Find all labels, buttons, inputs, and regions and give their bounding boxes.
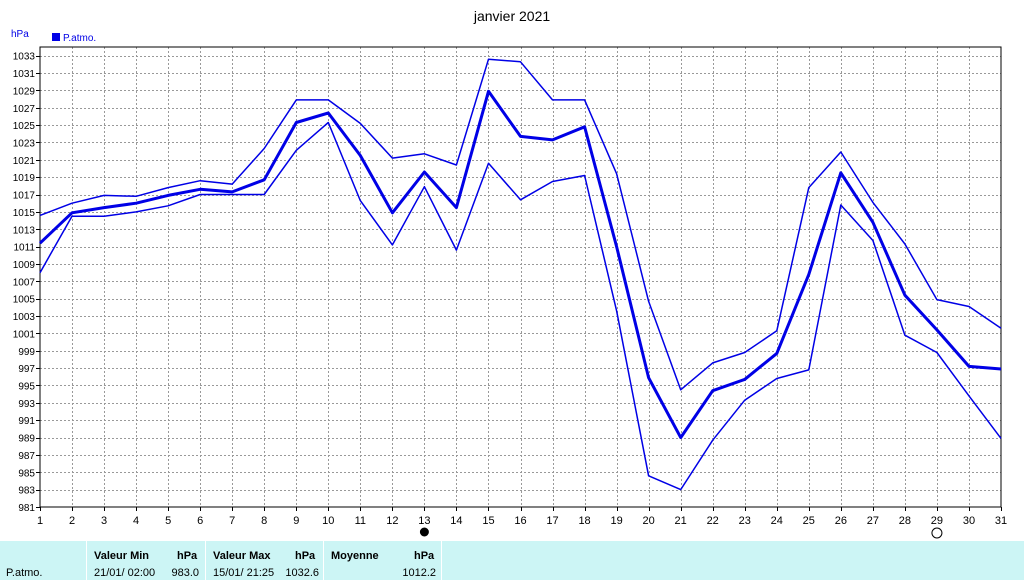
y-axis-ticks: 981 983 985 987 989 991 993 995 997 999 1001 1003 10… — [13, 52, 40, 514]
legend-swatch — [52, 33, 60, 41]
stats-bar: P.atmo. Valeur Min hPa 21/01/ 02:00 983.… — [0, 541, 1024, 580]
y-tick-label: 987 — [18, 451, 35, 462]
x-tick-label: 14 — [450, 515, 462, 527]
x-tick-label: 4 — [133, 515, 139, 527]
pressure-chart: janvier 2021 hPa P.atmo. 981983985987989… — [11, 8, 1007, 539]
y-tick-label: 1001 — [13, 329, 36, 340]
y-tick-label: 999 — [18, 347, 35, 358]
y-tick-label: 981 — [18, 503, 35, 514]
stats-max-cell: Valeur Max hPa 15/01/ 21:25 1032.6 — [205, 541, 323, 580]
series-line-mean — [38, 89, 1002, 440]
grid-lines — [40, 47, 1001, 507]
stats-max-value: 1032.6 — [285, 567, 319, 579]
y-axis-unit: hPa — [11, 29, 29, 40]
full-moon-icon — [931, 527, 943, 539]
x-tick-label: 25 — [803, 515, 815, 527]
plot-area-frame — [39, 46, 1002, 508]
y-tick-label: 985 — [18, 468, 35, 479]
x-tick-label: 22 — [707, 515, 719, 527]
x-tick-label: 24 — [771, 515, 783, 527]
x-tick-label: 11 — [355, 515, 366, 527]
x-tick-label: 20 — [643, 515, 655, 527]
stats-min-when: 21/01/ 02:00 — [94, 567, 156, 579]
y-tick-label: 1015 — [13, 208, 36, 219]
stats-row-label: P.atmo. — [6, 567, 43, 579]
y-tick-label: 1019 — [13, 173, 36, 184]
x-tick-label: 23 — [739, 515, 751, 527]
x-tick-label: 3 — [101, 515, 107, 527]
x-tick-label: 28 — [899, 515, 911, 527]
x-tick-label: 21 — [675, 515, 687, 527]
x-tick-label: 18 — [578, 515, 590, 527]
y-tick-label: 1023 — [13, 138, 36, 149]
x-tick-label: 10 — [322, 515, 334, 527]
x-tick-label: 30 — [963, 515, 975, 527]
x-tick-label: 12 — [386, 515, 398, 527]
x-tick-label: 27 — [867, 515, 879, 527]
x-tick-label: 8 — [261, 515, 267, 527]
y-tick-label: 1011 — [13, 243, 35, 254]
legend-label: P.atmo. — [63, 33, 96, 44]
stats-min-value: 983.0 — [171, 567, 199, 579]
y-tick-label: 997 — [18, 364, 35, 375]
stats-mean-header: Moyenne — [331, 550, 379, 562]
y-tick-label: 1007 — [13, 277, 36, 288]
stats-mean-value: 1012.2 — [402, 567, 436, 579]
y-tick-label: 1031 — [13, 69, 36, 80]
stats-min-header: Valeur Min — [94, 550, 150, 562]
x-tick-label: 17 — [546, 515, 558, 527]
y-tick-label: 1025 — [13, 121, 36, 132]
y-tick-label: 1029 — [13, 86, 36, 97]
stats-max-unit: hPa — [295, 550, 316, 562]
x-tick-label: 6 — [197, 515, 203, 527]
moon-markers — [419, 527, 943, 539]
y-tick-label: 1013 — [13, 225, 36, 236]
chart-title: janvier 2021 — [473, 8, 550, 24]
y-tick-label: 995 — [18, 381, 35, 392]
x-tick-label: 26 — [835, 515, 847, 527]
x-tick-label: 29 — [931, 515, 943, 527]
x-tick-label: 2 — [69, 515, 75, 527]
y-tick-label: 991 — [18, 416, 35, 427]
y-tick-label: 1027 — [13, 104, 36, 115]
stats-min-cell: Valeur Min hPa 21/01/ 02:00 983.0 — [86, 541, 205, 580]
y-tick-label: 983 — [18, 486, 35, 497]
stats-mean-cell: Moyenne hPa 1012.2 — [323, 541, 442, 580]
x-tick-label: 1 — [37, 515, 43, 527]
series-line-max — [39, 58, 1002, 391]
y-tick-label: 1003 — [13, 312, 36, 323]
stats-max-header: Valeur Max — [213, 550, 271, 562]
y-tick-label: 1033 — [13, 52, 36, 63]
x-axis-ticks: 1 2 3 4 5 6 7 8 9 10 11 12 13 14 15 16 17 18 19 20 21 22 23 24 2… — [37, 507, 1007, 527]
stats-max-when: 15/01/ 21:25 — [213, 567, 275, 579]
x-tick-label: 13 — [418, 515, 430, 527]
y-tick-label: 1009 — [13, 260, 36, 271]
y-tick-label: 1005 — [13, 295, 36, 306]
x-tick-label: 16 — [514, 515, 526, 527]
y-tick-label: 993 — [18, 399, 35, 410]
y-tick-label: 1017 — [13, 191, 36, 202]
y-tick-label: 1021 — [13, 156, 36, 167]
new-moon-icon — [419, 527, 429, 537]
series-lines — [38, 58, 1002, 491]
x-tick-label: 9 — [293, 515, 299, 527]
x-tick-label: 31 — [995, 515, 1007, 527]
x-tick-label: 15 — [482, 515, 494, 527]
x-tick-label: 19 — [610, 515, 622, 527]
series-line-min — [39, 121, 1002, 491]
y-tick-label: 989 — [18, 434, 35, 445]
stats-min-unit: hPa — [177, 550, 198, 562]
x-tick-label: 7 — [229, 515, 235, 527]
stats-mean-unit: hPa — [414, 550, 435, 562]
x-tick-label: 5 — [165, 515, 171, 527]
